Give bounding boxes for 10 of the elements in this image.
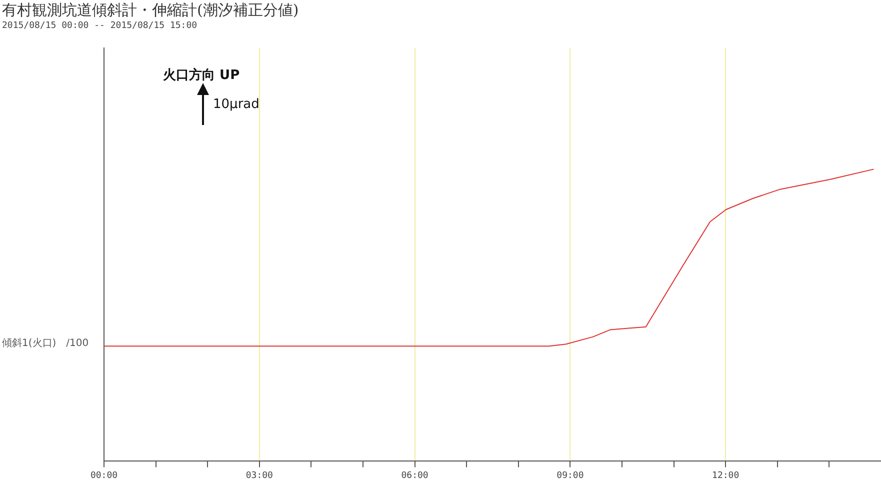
chart-subtitle: 2015/08/15 00:00 -- 2015/08/15 15:00 [2, 21, 198, 31]
x-tick-label: 06:00 [401, 470, 428, 481]
text: 10μrad [213, 97, 260, 112]
x-tick-label: 00:00 [90, 470, 118, 481]
x-tick-label: 09:00 [556, 470, 584, 481]
chart-title: 有村観測坑道傾斜計・伸縮計(潮汐補正分値) [2, 1, 299, 20]
y-axis-title: 傾斜1(火口) /100 [2, 336, 89, 350]
x-tick-label: 12:00 [712, 470, 740, 481]
x-tick-label: 03:00 [246, 470, 273, 481]
text: 火口方向 UP [163, 66, 240, 84]
